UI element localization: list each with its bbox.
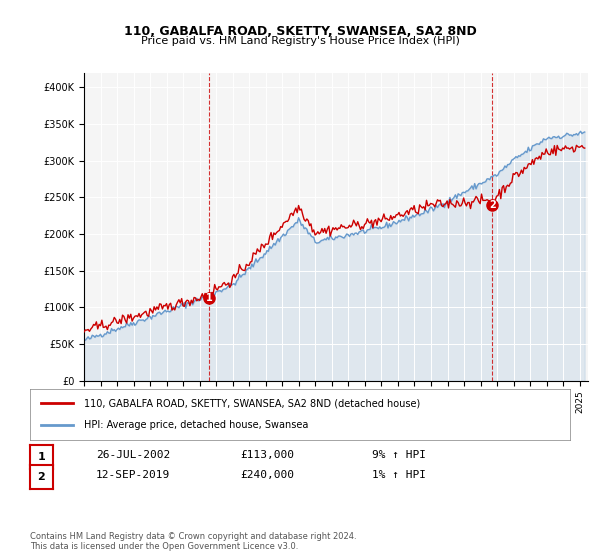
- Text: 1% ↑ HPI: 1% ↑ HPI: [372, 470, 426, 480]
- Text: 110, GABALFA ROAD, SKETTY, SWANSEA, SA2 8ND (detached house): 110, GABALFA ROAD, SKETTY, SWANSEA, SA2 …: [84, 398, 420, 408]
- Text: 1: 1: [206, 293, 212, 303]
- Text: 110, GABALFA ROAD, SKETTY, SWANSEA, SA2 8ND: 110, GABALFA ROAD, SKETTY, SWANSEA, SA2 …: [124, 25, 476, 38]
- Text: 12-SEP-2019: 12-SEP-2019: [96, 470, 170, 480]
- Text: £113,000: £113,000: [240, 450, 294, 460]
- Text: 9% ↑ HPI: 9% ↑ HPI: [372, 450, 426, 460]
- Text: HPI: Average price, detached house, Swansea: HPI: Average price, detached house, Swan…: [84, 421, 308, 431]
- Text: 2: 2: [38, 472, 45, 482]
- Text: 2: 2: [489, 200, 496, 210]
- Text: Contains HM Land Registry data © Crown copyright and database right 2024.
This d: Contains HM Land Registry data © Crown c…: [30, 532, 356, 552]
- Text: 26-JUL-2002: 26-JUL-2002: [96, 450, 170, 460]
- Text: £240,000: £240,000: [240, 470, 294, 480]
- Text: 1: 1: [38, 452, 45, 462]
- Text: Price paid vs. HM Land Registry's House Price Index (HPI): Price paid vs. HM Land Registry's House …: [140, 36, 460, 46]
